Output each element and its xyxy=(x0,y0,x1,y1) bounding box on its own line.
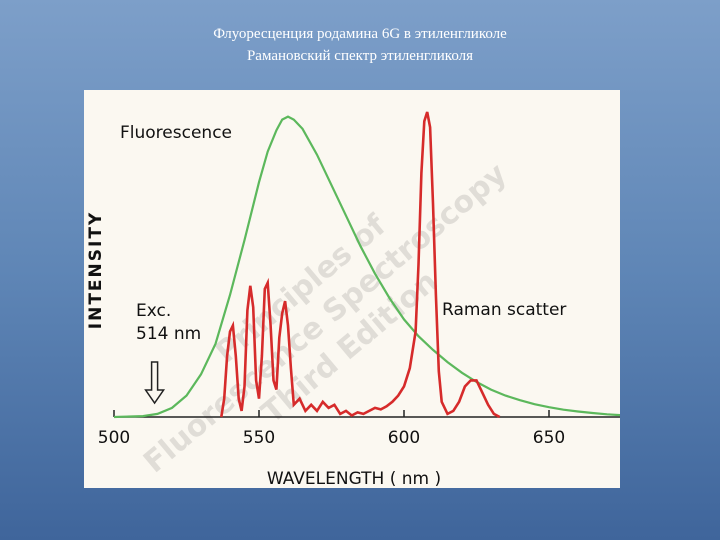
x-tick-label-650: 650 xyxy=(533,428,565,448)
x-tick-label-600: 600 xyxy=(388,428,420,448)
slide-title-line2: Рамановский спектр этиленгликоля xyxy=(246,48,474,64)
excitation-label-line2: 514 nm xyxy=(136,324,201,344)
spectrum-chart: Principles of Fluorescence Spectroscopy … xyxy=(86,111,620,488)
raman-scatter-label: Raman scatter xyxy=(442,300,566,320)
x-tick-label-500: 500 xyxy=(98,428,130,448)
y-axis-label: INTENSITY xyxy=(86,211,106,329)
slide-title-line1: Флуоресценция родамина 6G в этиленгликол… xyxy=(213,26,507,42)
x-axis-label: WAVELENGTH ( nm ) xyxy=(267,469,441,488)
x-ticks: 500 550 600 650 xyxy=(98,410,565,448)
excitation-label-line1: Exc. xyxy=(136,301,171,321)
raman-series-line xyxy=(220,111,501,419)
fluorescence-series-line xyxy=(113,115,620,419)
chart-panel: Principles of Fluorescence Spectroscopy … xyxy=(84,90,620,488)
excitation-arrow-icon xyxy=(144,361,166,405)
x-tick-label-550: 550 xyxy=(243,428,275,448)
fluorescence-label: Fluorescence xyxy=(120,123,232,143)
